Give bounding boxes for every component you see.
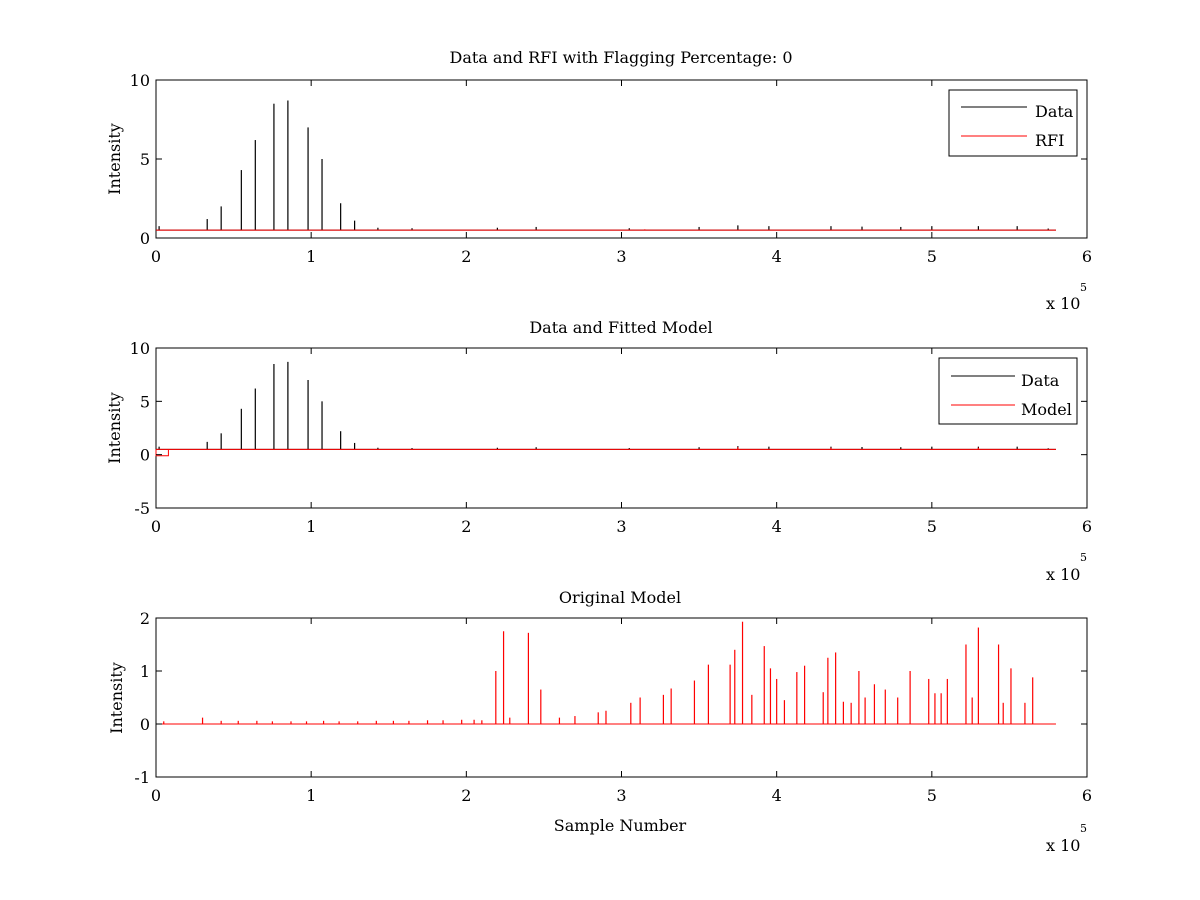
panel-3-x-tick-label: 5 (927, 786, 937, 805)
panel-1-legend-box (948, 89, 1078, 157)
panel-2-x-multiplier: x 10 (1046, 565, 1080, 584)
panel-3-x-multiplier: x 10 (1046, 836, 1080, 855)
panel-1-x-tick-label: 3 (616, 247, 626, 266)
panel-3-x-tick-label: 1 (306, 786, 316, 805)
panel-1-y-tick-label: 0 (140, 229, 150, 248)
panel-1-x-tick-label: 5 (927, 247, 937, 266)
panel-3-x-tick-label: 6 (1082, 786, 1092, 805)
panel-2-x-tick-label: 2 (461, 517, 471, 536)
panel-1-x-multiplier: x 10 (1046, 294, 1080, 313)
panel-3-x-tick-label: 3 (616, 786, 626, 805)
panel-2-y-tick-label: 0 (140, 446, 150, 465)
panel-2-y-tick-label: -5 (134, 499, 150, 518)
panel-1-x-tick-label: 4 (772, 247, 782, 266)
panel-1-legend-label-data: Data (1035, 102, 1074, 121)
panel-3-y-label: Intensity (107, 662, 126, 734)
panel-2-x-tick-label: 0 (151, 517, 161, 536)
panel-2-x-tick-label: 5 (927, 517, 937, 536)
panel-2-axes (155, 347, 1088, 509)
panel-2-x-multiplier-exponent: 5 (1080, 551, 1087, 564)
panel-2-x-tick-label: 6 (1082, 517, 1092, 536)
panel-2-y-ticks: -5 0 5 10 (130, 339, 1087, 518)
panel-1-legend-label-rfi: RFI (1035, 131, 1064, 150)
panel-1-y-tick-label: 10 (130, 71, 150, 90)
panel-2-legend-label-data: Data (1021, 371, 1060, 390)
panel-2-plot-area (155, 361, 1056, 457)
panel-3-x-label: Sample Number (554, 816, 687, 835)
panel-3-y-tick-label: 1 (140, 662, 150, 681)
panel-3-x-tick-label: 2 (461, 786, 471, 805)
panel-3-y-tick-label: -1 (134, 768, 150, 787)
panel-3-y-tick-label: 2 (140, 609, 150, 628)
panel-1-axes (155, 79, 1088, 239)
panel-2-legend-label-model: Model (1021, 400, 1072, 419)
panel-3-x-tick-label: 4 (772, 786, 782, 805)
panel-1-x-multiplier-exponent: 5 (1080, 281, 1087, 294)
panel-1-y-ticks: 0 5 10 (130, 71, 1087, 248)
panel-2-y-label: Intensity (105, 392, 124, 464)
panel-1-x-tick-label: 6 (1082, 247, 1092, 266)
panel-2-legend: Data Model (938, 357, 1078, 425)
panel-3-y-ticks: -1 0 1 2 (134, 609, 1087, 787)
panel-3-x-multiplier-exponent: 5 (1080, 822, 1087, 835)
panel-2-x-ticks: 0 1 2 3 4 5 6 (151, 348, 1092, 536)
panel-2-x-tick-label: 3 (616, 517, 626, 536)
panel-2-series-2-dip (155, 449, 169, 457)
panel-1-x-tick-label: 2 (461, 247, 471, 266)
panel-1-y-tick-label: 5 (140, 150, 150, 169)
panel-3-plot-area (156, 621, 1056, 725)
panel-2-x-tick-label: 4 (772, 517, 782, 536)
panel-3-title: Original Model (559, 588, 681, 607)
panel-2-x-tick-label: 1 (306, 517, 316, 536)
panel-2-y-tick-label: 5 (140, 392, 150, 411)
panel-2-title: Data and Fitted Model (529, 318, 712, 337)
panel-3-x-ticks: 0 1 2 3 4 5 6 (151, 618, 1092, 805)
panel-2-y-tick-label: 10 (130, 339, 150, 358)
panel-1-x-ticks: 0 1 2 3 4 5 6 (151, 80, 1092, 266)
panel-1-legend: Data RFI (948, 89, 1078, 157)
panel-3-y-tick-label: 0 (140, 715, 150, 734)
panel-1-title: Data and RFI with Flagging Percentage: 0 (449, 48, 792, 67)
panel-1-plot-area (156, 100, 1056, 231)
panel-1-x-tick-label: 0 (151, 247, 161, 266)
panel-3-x-tick-label: 0 (151, 786, 161, 805)
panel-2-legend-box (938, 357, 1078, 425)
panel-1-y-label: Intensity (105, 123, 124, 195)
panel-1: Data and RFI with Flagging Percentage: 0… (105, 48, 1092, 313)
panel-1-x-tick-label: 1 (306, 247, 316, 266)
